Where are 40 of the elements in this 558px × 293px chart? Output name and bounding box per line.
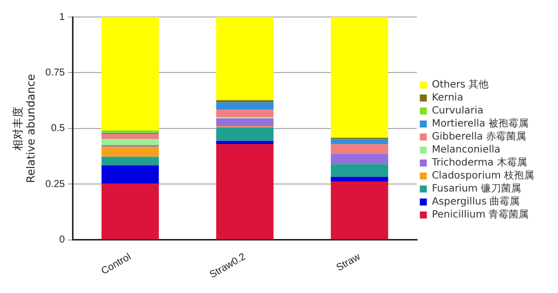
legend-label: Gibberella 赤霉菌属 (432, 130, 526, 143)
legend-label: Aspergillus 曲霉属 (432, 196, 520, 208)
legend-label: Cladosporium 枝孢属 (432, 170, 534, 182)
x-tick-label: Straw (334, 251, 364, 274)
bar (216, 102, 274, 110)
legend-label: Fusarium 镰刀菌属 (432, 182, 521, 195)
bar (102, 139, 159, 146)
bar (330, 17, 388, 138)
bar (330, 139, 388, 144)
bar (330, 154, 388, 164)
bar (102, 146, 159, 157)
bar (102, 17, 159, 130)
bar (216, 140, 274, 144)
legend-label: Kernia (432, 92, 464, 104)
bar (216, 118, 274, 126)
bar (216, 128, 274, 141)
legend-label: Melanconiella (432, 144, 500, 156)
legend-label: Others 其他 (432, 78, 489, 91)
bar (102, 165, 159, 184)
legend-label: Curvularia (432, 106, 484, 117)
bar (102, 156, 159, 166)
y-tick-label: 0.25 (45, 178, 66, 190)
bar (330, 176, 388, 182)
y-tick-label: 1 (59, 12, 66, 23)
bar (330, 164, 388, 177)
bar (102, 184, 159, 240)
legend-label: Mortierella 被孢霉属 (432, 118, 528, 130)
bar (102, 134, 159, 140)
y-tick-label: 0 (59, 234, 66, 246)
bar (216, 17, 274, 100)
bar (102, 130, 159, 133)
bar (330, 181, 388, 240)
bar (216, 110, 274, 118)
bar (330, 144, 388, 154)
legend-label: Penicillium 青霉菌属 (432, 208, 529, 221)
y-tick-label: 0.75 (45, 67, 66, 78)
bar (216, 144, 274, 240)
legend-label: Trichoderma 木霉属 (430, 156, 527, 169)
y-tick-label: 0.5 (50, 123, 66, 134)
y-axis-title: 相对丰度 Relative abundance (11, 74, 38, 183)
